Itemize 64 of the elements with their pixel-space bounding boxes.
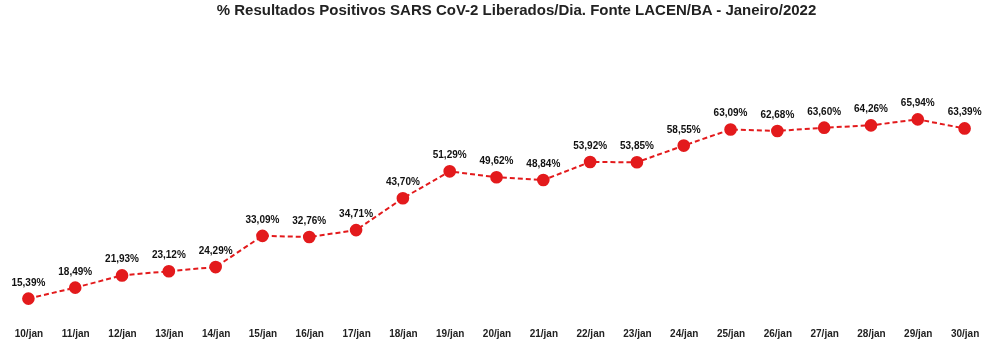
- data-label: 63,09%: [713, 107, 748, 119]
- point: [443, 165, 457, 178]
- x-tick-label: 14/jan: [201, 327, 231, 339]
- point: [209, 260, 222, 274]
- data-label: 34,71%: [339, 208, 374, 220]
- x-tick-label: 10/jan: [14, 327, 44, 339]
- x-tick-label: 20/jan: [482, 327, 512, 339]
- data-label: 58,55%: [666, 123, 701, 135]
- point: [864, 119, 878, 132]
- point: [302, 230, 316, 244]
- data-label: 18,49%: [58, 265, 93, 277]
- x-tick-label: 24/jan: [670, 327, 699, 339]
- x-tick-label: 21/jan: [529, 327, 558, 339]
- chart-title: % Resultados Positivos SARS CoV-2 Liberados/Dia. Fonte LACEN/BA - Janeiro/2022: [216, 1, 817, 19]
- point: [162, 264, 176, 278]
- x-tick-label: 30/jan: [950, 327, 980, 339]
- x-tick-label: 12/jan: [108, 327, 137, 339]
- point: [349, 223, 363, 237]
- data-label: 64,26%: [854, 103, 889, 115]
- data-label: 63,39%: [947, 106, 982, 118]
- x-tick-label: 19/jan: [436, 327, 465, 339]
- data-label: 33,09%: [245, 213, 280, 225]
- point: [490, 170, 503, 184]
- data-label: 15,39%: [11, 276, 46, 288]
- point: [115, 269, 129, 282]
- x-tick-label: 22/jan: [576, 327, 605, 339]
- data-label: 23,12%: [151, 249, 186, 261]
- x-tick-label: 13/jan: [155, 327, 184, 339]
- point: [630, 155, 644, 169]
- point: [583, 155, 597, 169]
- point: [958, 122, 971, 135]
- data-label: 65,94%: [900, 97, 935, 109]
- x-tick-label: 23/jan: [623, 327, 652, 339]
- x-tick-label: 26/jan: [763, 327, 793, 339]
- x-tick-label: 15/jan: [248, 327, 278, 339]
- point: [68, 281, 82, 294]
- data-label: 63,60%: [807, 105, 842, 117]
- data-label: 43,70%: [385, 176, 420, 188]
- data-label: 21,93%: [105, 253, 140, 265]
- data-label: 49,62%: [479, 155, 514, 167]
- data-label: 62,68%: [760, 108, 795, 120]
- point: [396, 191, 410, 205]
- point: [771, 124, 784, 138]
- point: [22, 292, 35, 305]
- point: [677, 139, 691, 152]
- data-label: 48,84%: [526, 158, 561, 170]
- data-label: 53,85%: [619, 140, 654, 152]
- data-label: 51,29%: [432, 149, 467, 161]
- point: [256, 229, 269, 243]
- x-tick-label: 28/jan: [857, 327, 886, 339]
- point: [724, 123, 737, 136]
- point: [911, 113, 925, 126]
- x-tick-label: 17/jan: [342, 327, 371, 339]
- x-tick-label: 27/jan: [810, 327, 839, 339]
- x-tick-label: 18/jan: [389, 327, 418, 339]
- x-tick-label: 29/jan: [904, 327, 933, 339]
- data-label: 32,76%: [292, 215, 327, 227]
- x-tick-label: 11/jan: [61, 327, 90, 339]
- data-label: 53,92%: [573, 140, 608, 152]
- point: [817, 121, 831, 134]
- data-label: 24,29%: [198, 245, 233, 257]
- x-tick-label: 25/jan: [716, 327, 746, 339]
- point: [536, 173, 550, 187]
- x-tick-label: 16/jan: [295, 327, 324, 339]
